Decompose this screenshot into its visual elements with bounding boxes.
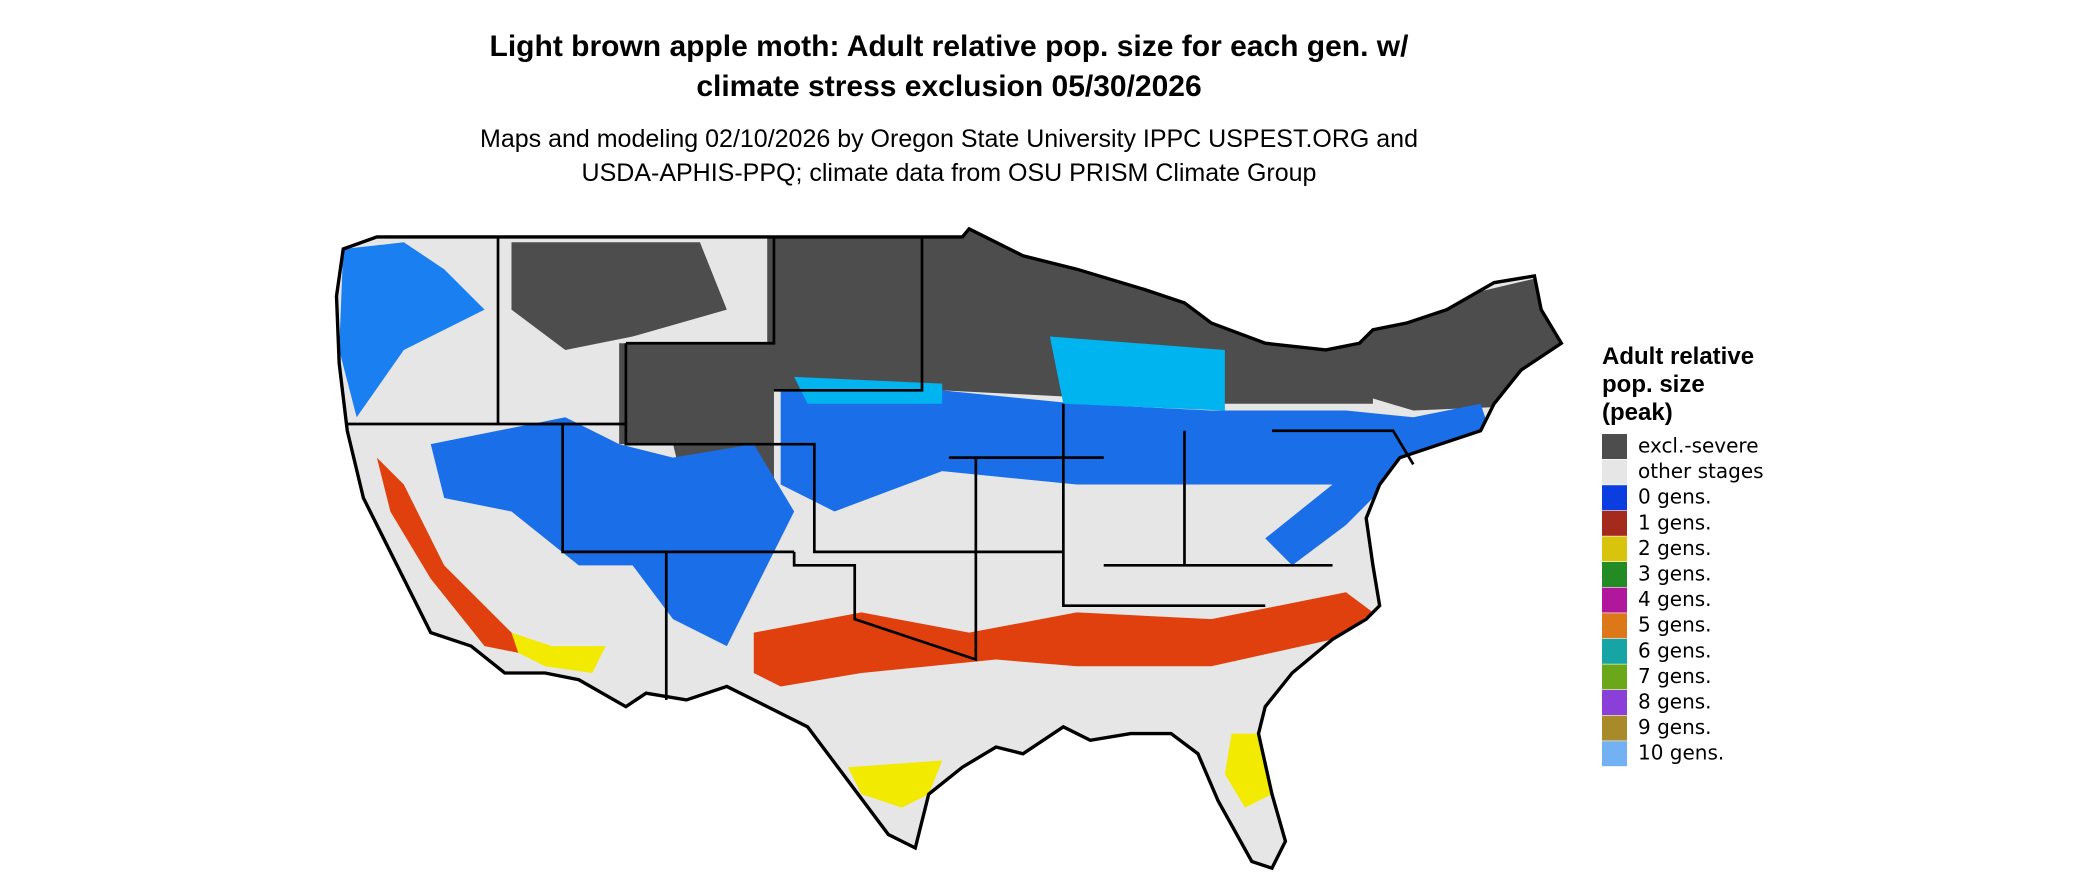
legend-title-line: pop. size (1602, 371, 1705, 398)
legend-swatch (1602, 741, 1627, 767)
legend-label: 2 gens. (1638, 536, 1712, 560)
title-line: Light brown apple moth: Adult relative p… (490, 30, 1410, 63)
legend-label: 3 gens. (1638, 562, 1712, 586)
legend-label: 10 gens. (1638, 741, 1724, 765)
region (376, 457, 552, 660)
region (753, 592, 1373, 687)
legend-label: excl.-severe (1638, 434, 1759, 458)
legend-title-line: Adult relative (1602, 343, 1754, 370)
region (847, 760, 943, 808)
legend-swatch (1602, 562, 1627, 587)
legend-swatch (1602, 587, 1627, 613)
title-line: climate stress exclusion 05/30/2026 (696, 70, 1201, 103)
legend-title-line: (peak) (1602, 399, 1673, 426)
legend-swatch (1602, 434, 1627, 459)
region (1049, 336, 1225, 411)
region (339, 242, 485, 418)
legend-label: other stages (1638, 459, 1764, 483)
legend-label: 4 gens. (1638, 587, 1712, 611)
legend-swatch (1602, 690, 1627, 715)
region (1224, 733, 1272, 808)
legend-swatch (1602, 510, 1627, 536)
region (1345, 269, 1562, 411)
legend-swatch (1602, 485, 1627, 511)
region (511, 242, 727, 350)
legend-label: 1 gens. (1638, 510, 1712, 534)
legend-label: 5 gens. (1638, 613, 1712, 637)
subtitle-line: USDA-APHIS-PPQ; climate data from OSU PR… (582, 159, 1317, 187)
legend-label: 6 gens. (1638, 638, 1712, 662)
legend-swatch (1602, 638, 1627, 664)
region (430, 417, 795, 647)
map (334, 227, 1564, 870)
region (511, 632, 606, 673)
legend-label: 0 gens. (1638, 485, 1712, 509)
state-lines (347, 236, 1415, 700)
legend-label: 8 gens. (1638, 690, 1712, 714)
legend-label: 9 gens. (1638, 715, 1712, 739)
legend-swatch (1602, 613, 1627, 639)
legend-swatch (1602, 715, 1627, 741)
region (780, 390, 1495, 566)
legend-swatch (1602, 536, 1627, 562)
legend-label: 7 gens. (1638, 664, 1712, 688)
legend-swatch (1602, 664, 1627, 690)
legend-swatch (1602, 459, 1627, 485)
subtitle-line: Maps and modeling 02/10/2026 by Oregon S… (480, 125, 1418, 153)
